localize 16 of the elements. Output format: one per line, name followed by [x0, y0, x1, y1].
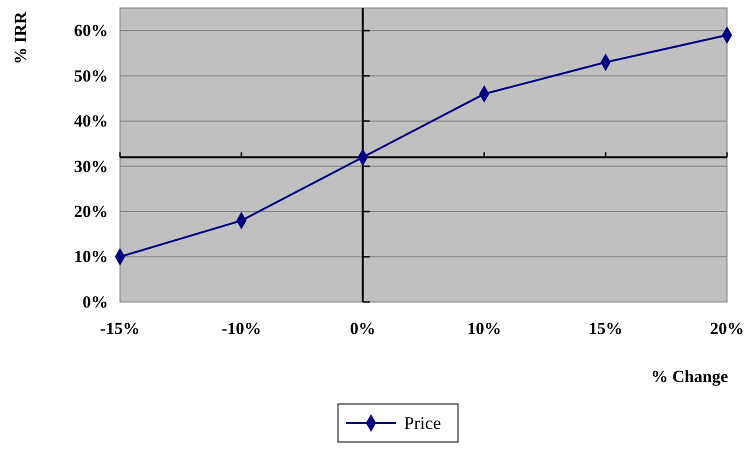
y-tick-label: 50% — [74, 66, 108, 86]
x-tick-label: 20% — [710, 319, 744, 338]
x-tick-label: 15% — [588, 319, 623, 338]
y-tick-label: 40% — [74, 112, 108, 131]
y-tick-label: 60% — [74, 21, 108, 40]
y-tick-label: 10% — [74, 247, 108, 266]
x-axis-title: % Change — [651, 367, 728, 386]
x-tick-label: -10% — [222, 319, 262, 338]
y-tick-label: 30% — [74, 156, 108, 176]
x-tick-label: 10% — [467, 319, 502, 338]
y-tick-label: 0% — [82, 292, 108, 312]
y-tick-label: 20% — [74, 202, 108, 221]
x-tick-label: 0% — [350, 319, 376, 338]
y-axis-title: % IRR — [11, 11, 30, 64]
x-tick-label: -15% — [100, 319, 140, 338]
legend-label: Price — [404, 413, 441, 433]
